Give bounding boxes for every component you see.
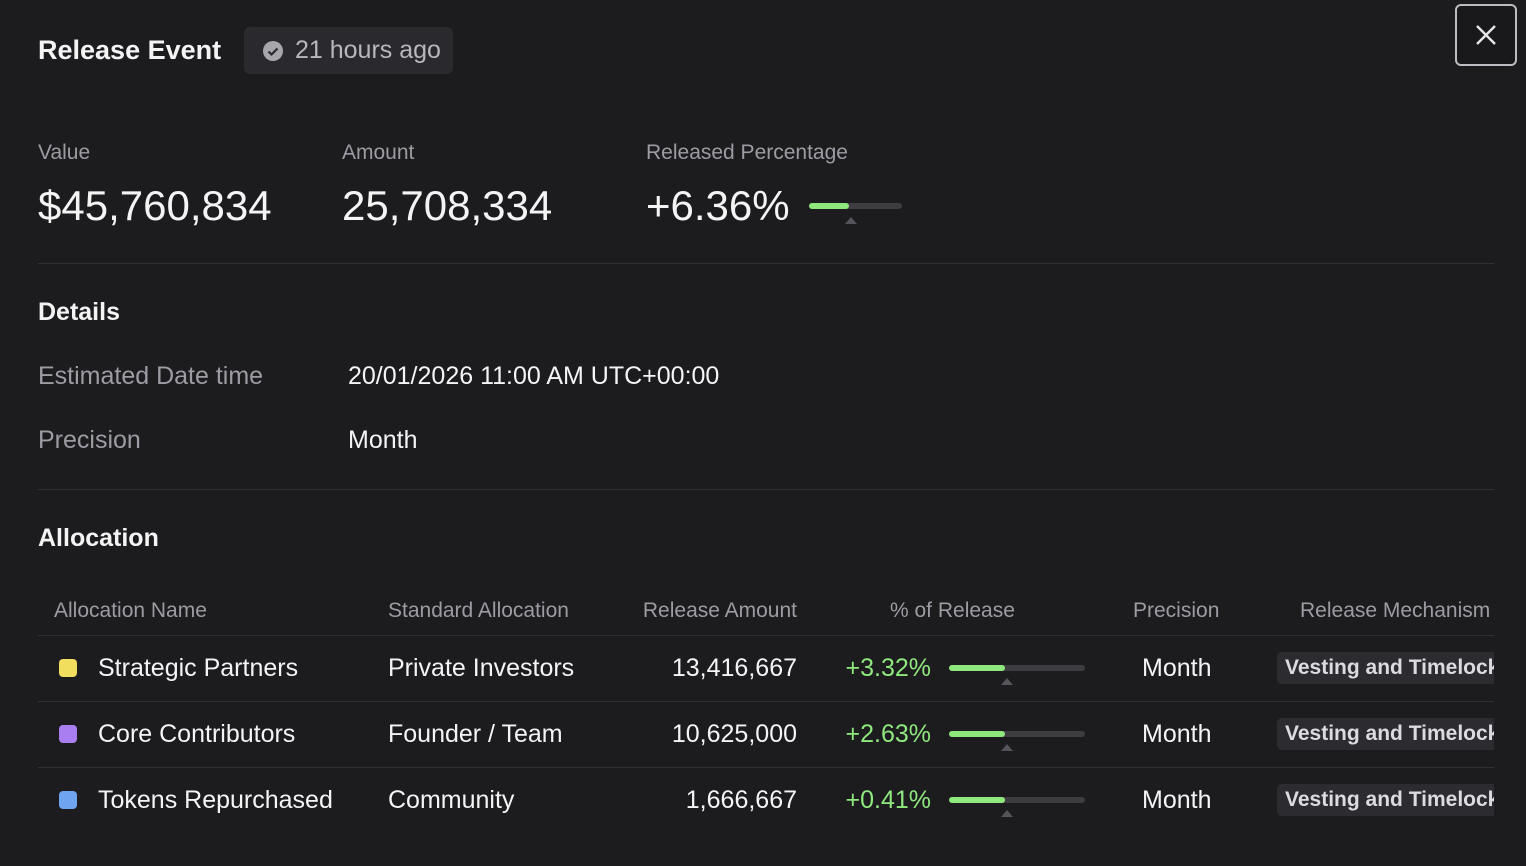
column-header: Allocation Name <box>54 599 207 622</box>
close-button[interactable] <box>1455 4 1517 66</box>
separator <box>38 701 1494 702</box>
stat-label: Amount <box>342 141 415 164</box>
standard-allocation: Community <box>388 786 515 814</box>
standard-allocation: Founder / Team <box>388 720 563 748</box>
release-progress <box>949 731 1085 737</box>
column-header: Release Mechanism <box>1300 599 1491 622</box>
detail-value: 20/01/2026 11:00 AM UTC+00:00 <box>348 362 720 390</box>
stat-label: Released Percentage <box>646 141 848 164</box>
precision: Month <box>1142 654 1212 682</box>
release-percent: +2.63% <box>845 720 932 748</box>
progress-marker <box>845 217 857 224</box>
badge-text: 21 hours ago <box>295 36 441 64</box>
release-progress <box>949 797 1085 803</box>
time-badge: 21 hours ago <box>244 27 453 74</box>
mechanism-pill: Vesting and Timelock <box>1277 652 1494 684</box>
mechanism-pill: Vesting and Timelock <box>1277 784 1494 816</box>
column-header: Standard Allocation <box>388 599 569 622</box>
color-dot <box>59 659 77 677</box>
stat-label: Value <box>38 141 91 164</box>
separator <box>38 489 1494 490</box>
color-dot <box>59 725 77 743</box>
column-header: Precision <box>1133 599 1220 622</box>
detail-label: Estimated Date time <box>38 362 264 390</box>
progress-marker <box>1001 744 1013 751</box>
release-amount: 1,666,667 <box>685 786 797 814</box>
progress-marker <box>1001 810 1013 817</box>
stat-value: +6.36% <box>646 182 790 229</box>
precision: Month <box>1142 720 1212 748</box>
close-icon <box>1476 25 1496 45</box>
color-dot <box>59 791 77 809</box>
details-title: Details <box>38 298 120 326</box>
separator <box>38 767 1494 768</box>
precision: Month <box>1142 786 1212 814</box>
release-amount: 13,416,667 <box>671 654 797 682</box>
column-header: Release Amount <box>642 599 797 622</box>
modal-title: Release Event <box>38 35 222 65</box>
detail-value: Month <box>348 426 418 454</box>
allocation-name: Core Contributors <box>98 720 296 748</box>
allocation-name: Strategic Partners <box>98 654 299 682</box>
separator <box>38 635 1494 636</box>
release-progress <box>949 665 1085 671</box>
progress-marker <box>1001 678 1013 685</box>
released-progress <box>809 203 902 209</box>
release-percent: +3.32% <box>845 654 932 682</box>
detail-label: Precision <box>38 426 141 454</box>
release-percent: +0.41% <box>845 786 932 814</box>
allocation-table: Allocation Name Standard Allocation Releas… <box>0 580 1494 866</box>
allocation-title: Allocation <box>38 524 159 552</box>
stat-value: $45,760,834 <box>38 182 272 229</box>
stat-value: 25,708,334 <box>342 182 553 229</box>
mechanism-pill: Vesting and Timelock <box>1277 718 1494 750</box>
check-icon <box>263 41 283 61</box>
standard-allocation: Private Investors <box>388 654 575 682</box>
release-amount: 10,625,000 <box>671 720 797 748</box>
allocation-name: Tokens Repurchased <box>98 786 333 814</box>
separator <box>38 263 1494 264</box>
column-header: % of Release <box>890 599 1015 622</box>
